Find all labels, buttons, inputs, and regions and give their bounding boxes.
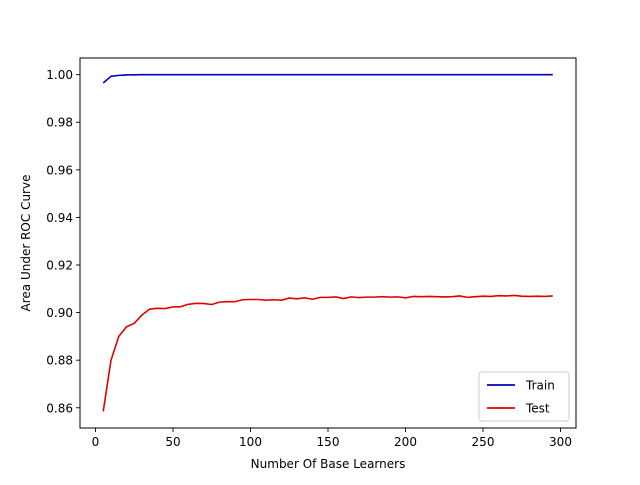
- x-tick-label: 300: [549, 435, 572, 449]
- y-tick-label: 0.96: [46, 163, 73, 177]
- plot-area: [80, 58, 576, 428]
- y-tick-label: 1.00: [46, 68, 73, 82]
- y-tick-label: 0.94: [46, 211, 73, 225]
- x-tick-label: 100: [239, 435, 262, 449]
- y-tick-label: 0.88: [46, 354, 73, 368]
- legend-label-test: Test: [525, 402, 550, 416]
- legend-box: [478, 371, 570, 422]
- legend-label-train: Train: [525, 379, 555, 393]
- legend: Train Test: [478, 371, 570, 422]
- x-tick-label: 50: [165, 435, 180, 449]
- series-line-train: [102, 73, 553, 84]
- x-tick-label: 150: [317, 435, 340, 449]
- y-tick-label: 0.86: [46, 401, 73, 415]
- x-tick-label: 200: [394, 435, 417, 449]
- y-tick-label: 0.92: [46, 259, 73, 273]
- x-axis-label: Number Of Base Learners: [251, 457, 406, 471]
- y-tick-label: 0.90: [46, 306, 73, 320]
- x-tick-label: 0: [92, 435, 100, 449]
- axes-frame: [79, 57, 577, 429]
- x-tick-label: 250: [472, 435, 495, 449]
- series-line-test: [102, 294, 553, 412]
- y-axis-label: Area Under ROC Curve: [19, 175, 33, 312]
- y-tick-label: 0.98: [46, 116, 73, 130]
